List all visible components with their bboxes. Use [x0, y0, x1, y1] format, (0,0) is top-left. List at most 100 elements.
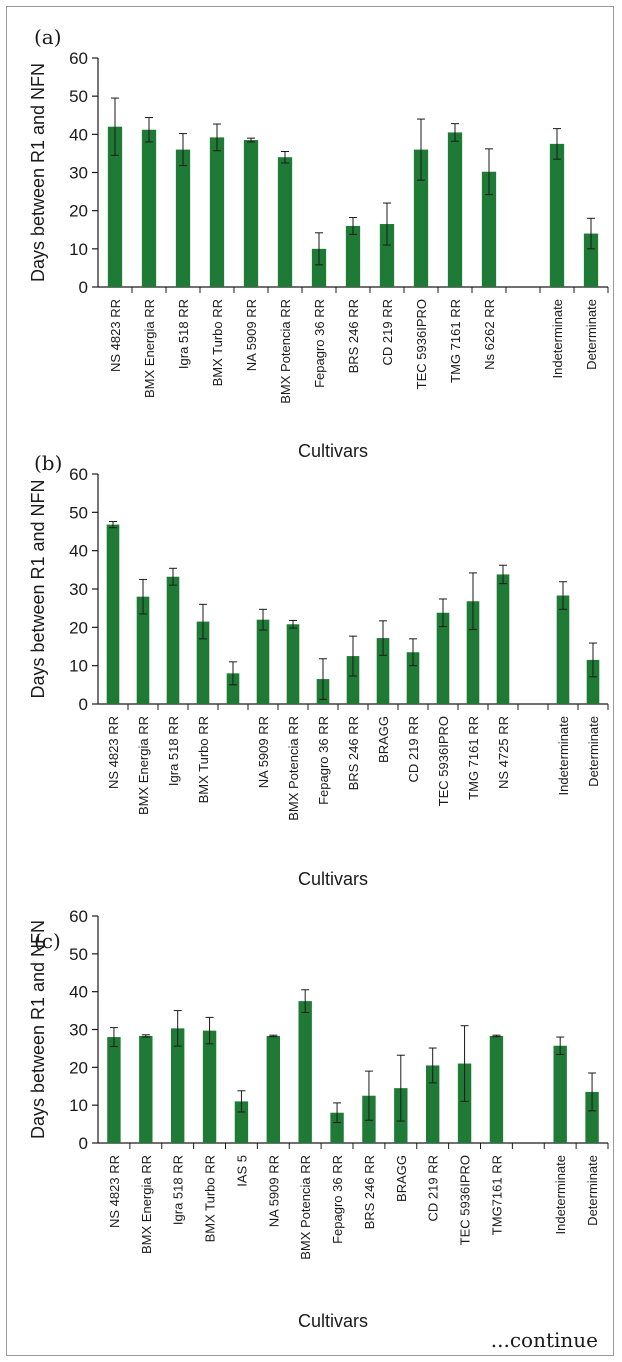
x-tick-label: Indeterminate [550, 299, 565, 379]
bar [489, 1035, 504, 1143]
bar [311, 248, 327, 287]
x-tick-label: TEC 5936IPRO [436, 716, 451, 806]
bar [141, 129, 157, 287]
y-tick-label: 0 [79, 278, 88, 297]
bar [107, 126, 123, 287]
x-tick-label: Determinate [586, 716, 601, 787]
y-tick-label: 20 [69, 618, 88, 637]
bar [466, 601, 480, 704]
y-tick-label: 20 [69, 1058, 88, 1077]
x-tick-label: Fepagro 36 RR [330, 1155, 345, 1244]
panel-label: (c) [34, 929, 61, 953]
bar [330, 1112, 344, 1143]
bar [586, 659, 600, 704]
x-tick-label: Igra 518 RR [171, 1155, 186, 1225]
y-tick-label: 30 [69, 164, 88, 183]
bar [202, 1030, 217, 1143]
x-tick-label: TMG 7161 RR [448, 299, 463, 383]
x-tick-label: CD 219 RR [380, 299, 395, 365]
x-axis-title: Cultivars [298, 1311, 368, 1331]
x-tick-label: BMX Energia RR [142, 299, 157, 398]
panel-label: (b) [34, 451, 62, 475]
x-tick-label: BMX Turbo RR [203, 1155, 218, 1242]
bar [345, 225, 361, 287]
bar [277, 157, 293, 287]
bar [376, 638, 390, 704]
x-axis-title: Cultivars [298, 869, 368, 889]
y-tick-label: 50 [69, 945, 88, 964]
x-tick-label: BMX Potencia RR [286, 716, 301, 821]
bar [256, 619, 270, 704]
bar [481, 171, 497, 287]
bar [379, 224, 395, 287]
panel-label: (a) [34, 25, 62, 49]
bar [346, 656, 360, 704]
bar [583, 233, 599, 287]
y-tick-label: 10 [69, 657, 88, 676]
y-tick-label: 60 [69, 907, 88, 926]
x-axis-title: Cultivars [298, 441, 368, 461]
bar [585, 1091, 599, 1143]
x-tick-label: NA 5909 RR [256, 716, 271, 788]
bar [413, 149, 429, 287]
x-tick-label: Igra 518 RR [176, 299, 191, 369]
x-tick-label: TMG7161 RR [489, 1155, 504, 1235]
bar [166, 576, 180, 704]
bar [107, 1037, 121, 1143]
y-axis-title: Days between R1 and NFN [28, 479, 48, 698]
bar [209, 137, 225, 287]
bar [553, 1045, 567, 1143]
x-tick-label: BMX Turbo RR [210, 299, 225, 386]
chart-panel-1: (a) Days between R1 and NFN 0 10 20 30 40 50 60 N… [28, 25, 609, 461]
x-tick-label: BRAGG [376, 716, 391, 763]
bar [136, 596, 150, 704]
continue-note: ...continue [490, 1328, 598, 1352]
y-axis-title: Days between R1 and NFN [28, 63, 48, 282]
y-tick-label: 40 [69, 125, 88, 144]
x-tick-label: Fepagro 36 RR [312, 299, 327, 388]
chart-panel-2: (b) Days between R1 and NFN 0 10 20 30 40 50 60 N… [28, 451, 609, 889]
x-tick-label: Igra 518 RR [166, 716, 181, 786]
bar [549, 143, 565, 287]
bar [457, 1063, 472, 1143]
x-tick-label: TEC 5936IPRO [458, 1155, 473, 1245]
bar [496, 574, 510, 704]
x-tick-label: TEC 5936IPRO [414, 299, 429, 389]
x-tick-label: Determinate [584, 299, 599, 370]
x-tick-label: BRS 246 RR [346, 716, 361, 790]
y-tick-label: 40 [69, 542, 88, 561]
bar [436, 612, 450, 704]
x-tick-label: Indeterminate [553, 1155, 568, 1235]
x-tick-label: Indeterminate [556, 716, 571, 796]
x-tick-label: NA 5909 RR [244, 299, 259, 371]
x-tick-label: BMX Turbo RR [196, 716, 211, 803]
y-tick-label: 30 [69, 1021, 88, 1040]
bar [170, 1028, 185, 1143]
x-tick-label: Determinate [585, 1155, 600, 1226]
x-tick-label: TMG 7161 RR [466, 716, 481, 800]
y-tick-label: 0 [79, 1134, 88, 1153]
x-tick-label: CD 219 RR [426, 1155, 441, 1221]
x-tick-label: BRAGG [394, 1155, 409, 1202]
y-tick-label: 30 [69, 580, 88, 599]
x-tick-label: IAS 5 [234, 1155, 249, 1187]
y-tick-label: 60 [69, 49, 88, 68]
bar [106, 524, 120, 704]
x-tick-label: NS 4823 RR [106, 716, 121, 789]
bar [298, 1001, 312, 1143]
bar [139, 1035, 153, 1143]
y-axis-title: Days between R1 and NFN [28, 920, 48, 1139]
x-tick-label: BRS 246 RR [346, 299, 361, 373]
y-tick-label: 60 [69, 465, 88, 484]
y-tick-label: 50 [69, 87, 88, 106]
bar [266, 1035, 281, 1143]
x-tick-label: Ns 6262 RR [482, 299, 497, 370]
y-tick-label: 20 [69, 202, 88, 221]
x-tick-label: NA 5909 RR [266, 1155, 281, 1227]
bar [556, 595, 570, 704]
x-tick-label: NS 4823 RR [108, 299, 123, 372]
bar [196, 621, 210, 704]
bar [243, 140, 259, 287]
x-tick-label: NS 4823 RR [107, 1155, 122, 1228]
